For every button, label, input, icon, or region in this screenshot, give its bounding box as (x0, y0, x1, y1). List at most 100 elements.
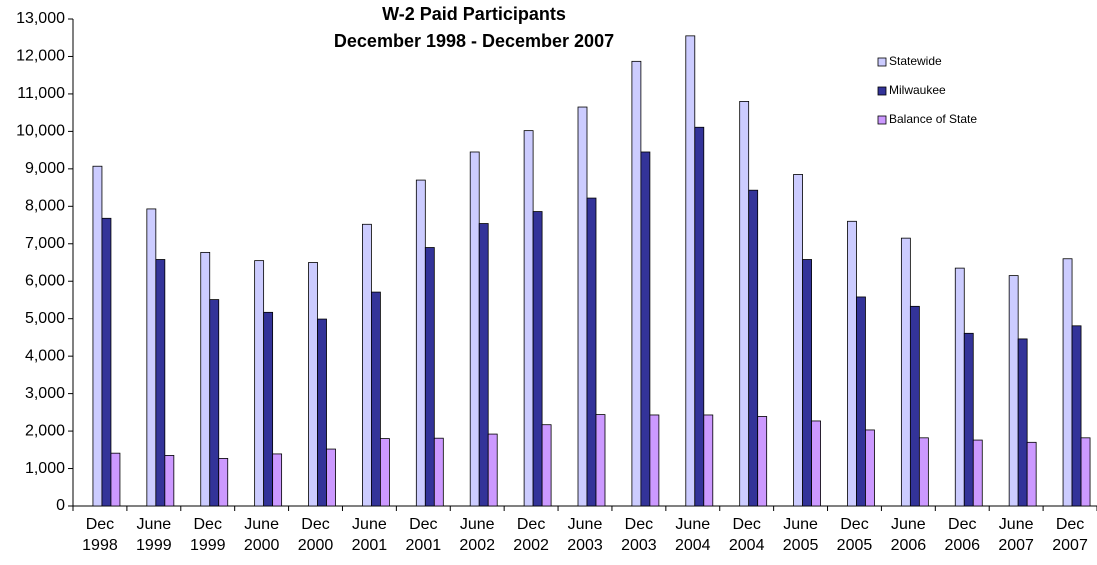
legend-label: Balance of State (889, 112, 977, 126)
y-tick-label: 4,000 (25, 347, 65, 364)
bar (164, 455, 175, 507)
bar (748, 189, 759, 507)
bar (631, 60, 642, 507)
bar (793, 174, 803, 507)
bar (640, 151, 651, 507)
bar (1062, 258, 1073, 507)
x-tick-label: Dec 1998 (82, 516, 118, 554)
y-tick-label: 0 (56, 497, 65, 514)
x-tick-label: Dec 2000 (297, 516, 334, 554)
bar (703, 414, 714, 507)
x-tick-label: June 2006 (890, 516, 927, 554)
y-tick-label: 11,000 (17, 85, 65, 102)
bar (972, 439, 983, 507)
bar (811, 420, 821, 507)
bar (847, 220, 857, 507)
bar (200, 251, 211, 507)
bar (254, 260, 265, 507)
bar (110, 452, 121, 507)
y-tick-label: 3,000 (25, 385, 65, 402)
bar (685, 35, 696, 507)
x-tick-label: June 2007 (998, 516, 1034, 554)
bar (963, 332, 974, 507)
bar (263, 311, 274, 507)
bar (326, 448, 336, 507)
x-tick-label: Dec 2003 (621, 516, 657, 554)
bar (317, 318, 327, 507)
y-tick-label: 8,000 (25, 198, 65, 215)
y-tick-label: 1,000 (25, 460, 65, 477)
x-tick-label: Dec 2007 (1052, 516, 1088, 554)
bar (694, 126, 705, 507)
bar (478, 223, 489, 507)
bar (487, 433, 498, 507)
bar (209, 299, 220, 507)
bar (586, 197, 597, 507)
bar (1080, 437, 1091, 507)
bar (1008, 275, 1019, 507)
chart-subtitle: December 1998 - December 2007 (334, 31, 614, 51)
bar (424, 247, 435, 507)
x-tick-label: June 2002 (459, 516, 495, 554)
x-tick-label: June 2004 (674, 516, 711, 554)
bar (362, 223, 372, 507)
chart-title: W-2 Paid Participants (382, 4, 566, 24)
legend-swatch (877, 57, 887, 67)
y-tick-label: 9,000 (25, 160, 65, 177)
x-tick-label: June 2000 (243, 516, 280, 554)
bar (909, 305, 920, 507)
bar (856, 296, 866, 507)
bar (433, 437, 444, 507)
bar (155, 259, 166, 507)
bar (757, 416, 768, 507)
x-tick-label: Dec 2005 (836, 516, 873, 554)
bar (739, 101, 750, 507)
x-tick-label: Dec 2001 (405, 516, 442, 554)
bar (523, 130, 534, 507)
y-tick-label: 12,000 (16, 48, 65, 65)
bar (532, 211, 543, 507)
bar (918, 437, 929, 507)
bar (1026, 441, 1037, 507)
x-tick-label: Dec 2004 (728, 516, 765, 554)
y-tick-label: 2,000 (25, 422, 65, 439)
bar (1071, 325, 1082, 507)
bar (469, 151, 480, 507)
bar (802, 259, 812, 507)
bar (218, 458, 229, 507)
x-tick-label: Dec 1999 (189, 516, 226, 554)
x-tick-label: Dec 2006 (944, 516, 981, 554)
bar (595, 414, 606, 507)
bar (371, 291, 381, 507)
x-tick-label: June 1999 (136, 516, 172, 554)
y-tick-label: 6,000 (25, 272, 65, 289)
x-tick-label: June 2003 (567, 516, 603, 554)
x-tick-label: June 2001 (351, 516, 388, 554)
bar (92, 165, 103, 507)
legend-label: Milwaukee (889, 83, 946, 97)
legend-label: Statewide (889, 54, 942, 68)
y-tick-label: 10,000 (16, 123, 65, 140)
legend-swatch (877, 115, 887, 125)
bar (865, 429, 875, 507)
bar (954, 267, 965, 507)
legend-swatch (877, 86, 887, 96)
y-tick-label: 5,000 (25, 310, 65, 327)
bar (146, 208, 157, 507)
bar (380, 438, 390, 507)
bar (649, 414, 660, 507)
bar (101, 217, 112, 507)
bar (272, 453, 283, 507)
bar (308, 262, 318, 507)
bar (1017, 338, 1028, 507)
bar (415, 179, 426, 507)
y-tick-label: 7,000 (25, 235, 65, 252)
x-tick-label: June 2005 (782, 516, 819, 554)
bar (900, 237, 911, 507)
bar (541, 424, 552, 507)
x-tick-label: Dec 2002 (513, 516, 549, 554)
bar (577, 106, 588, 507)
y-tick-label: 13,000 (16, 10, 65, 27)
